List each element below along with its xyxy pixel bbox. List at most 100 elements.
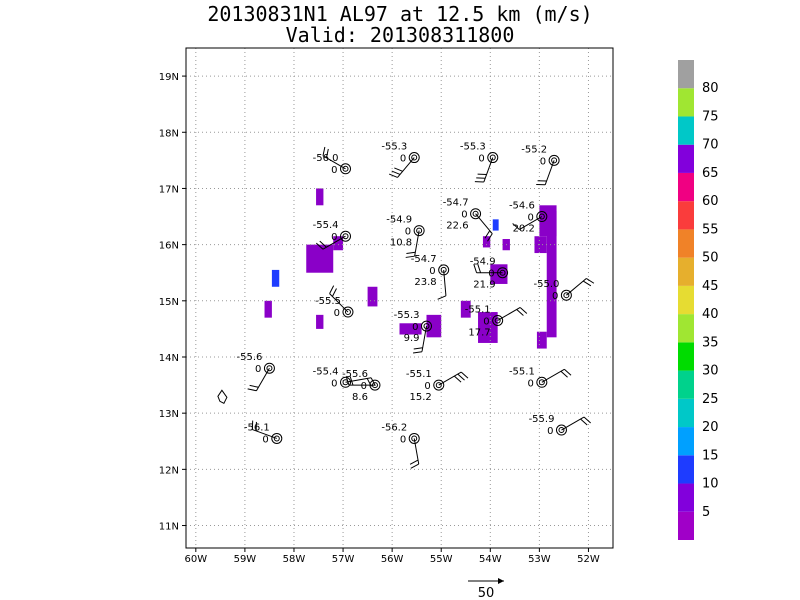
wind-barb-flag <box>484 230 491 239</box>
station-circle <box>420 320 432 332</box>
station-count: 0 <box>331 378 337 389</box>
lon-tick-label: 53W <box>528 554 551 565</box>
station-plot: -55.00 <box>533 278 595 302</box>
colorbar-level-label: 25 <box>702 392 719 407</box>
station-circle-inner <box>344 309 351 316</box>
wind-barb-flag <box>325 148 329 158</box>
station-circle-inner <box>494 317 501 324</box>
station-plot: -55.10 <box>509 366 572 389</box>
wind-barb-flag <box>405 255 415 258</box>
map-frame <box>185 47 614 549</box>
station-count: 0 <box>527 378 533 389</box>
station-circle <box>536 376 548 388</box>
shading-cell <box>534 236 547 254</box>
colorbar-swatch <box>678 144 694 173</box>
wind-barb-flag <box>560 370 568 378</box>
station-temp: -55.3 <box>460 142 486 153</box>
station-count: 0 <box>400 434 406 445</box>
station-plot: -56.10 <box>244 420 283 445</box>
colorbar-swatch <box>678 483 694 512</box>
wind-barb-flag <box>322 146 326 156</box>
shading-cell <box>482 236 491 248</box>
wind-barb <box>252 429 277 439</box>
station-count: 0 <box>488 269 494 280</box>
vector-scale-label: 50 <box>478 586 495 600</box>
station-value: 23.8 <box>414 277 436 288</box>
station-temp: -56.0 <box>313 153 339 164</box>
wind-barb <box>322 235 346 250</box>
lat-tick-label: 17N <box>159 184 179 195</box>
lon-tick-label: 54W <box>479 554 502 565</box>
station-count: 0 <box>255 364 261 375</box>
station-circle <box>487 152 499 164</box>
wind-barb <box>438 371 462 386</box>
colorbar-swatch <box>678 511 694 540</box>
station-circle-inner <box>538 379 545 386</box>
colorbar-level-label: 5 <box>702 505 710 520</box>
station-temp: -55.5 <box>315 296 341 307</box>
station-temp: -56.1 <box>244 422 270 433</box>
wind-barb <box>329 293 349 313</box>
station-plot: -55.30 <box>460 142 499 183</box>
station-value: 17.7 <box>468 327 490 338</box>
wind-barb-flag <box>473 264 478 273</box>
station-count: 0 <box>429 266 435 277</box>
station-circle <box>433 379 445 391</box>
wind-barb-flag <box>249 384 259 388</box>
wind-barb-flag <box>586 278 595 284</box>
station-plot: -55.608.6 <box>342 369 381 403</box>
station-plot: -55.50 <box>315 285 354 319</box>
wind-barb <box>566 278 587 296</box>
station-temp: -55.4 <box>313 366 339 377</box>
wind-barb-flag <box>580 418 588 426</box>
station-temp: -55.6 <box>342 369 368 380</box>
station-plot: -55.30 <box>381 142 420 178</box>
lat-tick-label: 11N <box>159 522 179 533</box>
lon-tick-label: 59W <box>234 554 257 565</box>
station-circle-inner <box>538 213 545 220</box>
colorbar-swatch <box>678 342 694 371</box>
station-plot: -55.20 <box>521 144 560 186</box>
colorbar-swatch <box>678 314 694 343</box>
colorbar-level-label: 35 <box>702 335 719 350</box>
shading-cell <box>316 188 324 206</box>
lon-tick-label: 58W <box>283 554 306 565</box>
station-count: 0 <box>331 165 337 176</box>
shading-cell <box>333 236 344 251</box>
wind-barb-flag <box>391 170 401 175</box>
station-temp: -55.3 <box>394 310 420 321</box>
station-circle-inner <box>435 382 442 389</box>
shading-cell <box>546 210 557 338</box>
colorbar-swatch <box>678 370 694 399</box>
station-circle-inner <box>489 154 496 161</box>
lat-tick-label: 16N <box>159 241 179 252</box>
station-count: 0 <box>262 434 268 445</box>
station-temp: -55.3 <box>381 142 407 153</box>
lat-tick-label: 13N <box>159 409 179 420</box>
shading-cell <box>460 300 471 318</box>
station-plot: -55.40 <box>313 220 352 250</box>
station-count: 0 <box>478 154 484 165</box>
colorbar-swatch <box>678 88 694 117</box>
colorbar-swatch <box>678 201 694 230</box>
colorbar-level-label: 60 <box>702 194 719 209</box>
station-temp: -55.4 <box>313 220 339 231</box>
station-circle-inner <box>411 154 418 161</box>
wind-barb <box>561 416 585 431</box>
wind-barb-flag <box>319 240 327 248</box>
wind-barb-flag <box>512 223 520 230</box>
shading-cell <box>264 300 272 318</box>
station-temp: -55.1 <box>509 366 535 377</box>
wind-barb-flag <box>582 280 592 287</box>
station-value: 21.9 <box>473 280 495 291</box>
station-circle <box>413 225 425 237</box>
lon-tick-label: 55W <box>430 554 453 565</box>
colorbar-level-label: 80 <box>702 81 719 96</box>
station-circle <box>492 314 504 326</box>
wind-barb-flag <box>519 307 528 314</box>
station-temp: -54.9 <box>386 215 412 226</box>
